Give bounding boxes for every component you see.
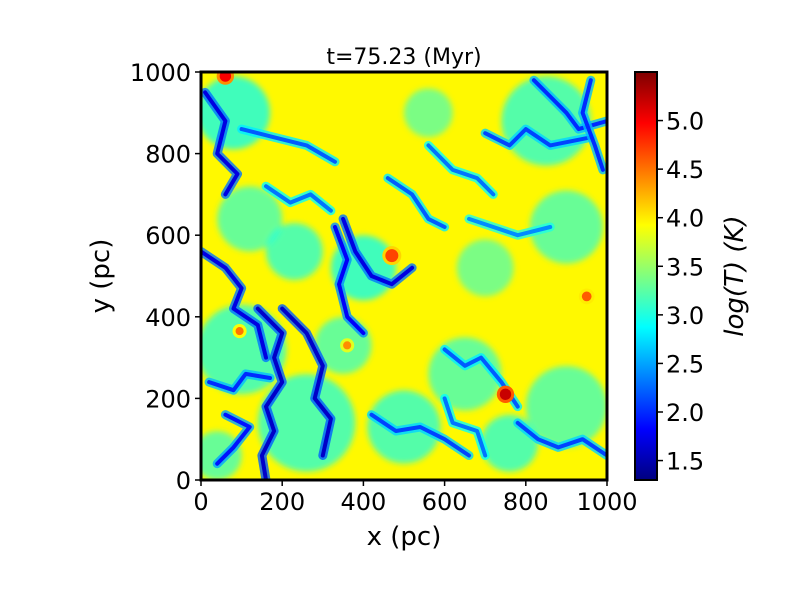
y-tick-label: 1000 (130, 59, 191, 87)
cold-filament (255, 306, 285, 480)
cold-filament (264, 184, 333, 213)
x-axis-ticks: 0 200 400 600 800 1000 (193, 480, 638, 516)
x-tick-label: 200 (259, 488, 305, 516)
colorbar-tick-label: 1.5 (666, 448, 704, 476)
colorbar-ticks: 1.5 2.0 2.5 3.0 3.5 4.0 4.5 5.0 (657, 108, 704, 476)
cold-filament (201, 249, 268, 360)
colorbar-tick-label: 3.0 (666, 302, 704, 330)
cold-filament (239, 127, 337, 164)
colorbar (634, 71, 658, 481)
cool-region (217, 186, 283, 252)
hot-spot (581, 291, 592, 302)
cool-region (265, 223, 323, 280)
cool-region (456, 239, 514, 297)
hot-spot (235, 327, 244, 336)
cool-region (481, 414, 538, 472)
y-axis-ticks: 0 200 400 600 800 1000 (130, 59, 201, 495)
cold-filament (369, 412, 471, 458)
cool-region (201, 76, 271, 150)
colorbar-tick-label: 2.0 (666, 399, 704, 427)
y-tick-label: 800 (145, 141, 191, 169)
x-tick-label: 600 (422, 488, 468, 516)
colorbar-tick-label: 5.0 (666, 108, 704, 136)
cold-filament (207, 371, 272, 393)
cold-filament (341, 216, 415, 287)
cold-filament (426, 143, 496, 197)
cold-filament (385, 176, 447, 229)
x-tick-label: 800 (503, 488, 549, 516)
colorbar-tick-label: 4.5 (666, 156, 704, 184)
colorbar-label: log(T) (K) (720, 215, 750, 336)
cool-region (257, 374, 356, 472)
colorbar-tick-label: 3.5 (666, 253, 704, 281)
heatmap-plot-area (201, 72, 607, 480)
hot-spot (219, 72, 232, 82)
colorbar-tick-label: 4.0 (666, 205, 704, 233)
hot-spots (216, 72, 595, 404)
hot-spot (343, 341, 352, 350)
cool-region (404, 88, 453, 138)
x-axis-label: x (pc) (367, 522, 442, 552)
cool-region (529, 190, 603, 264)
y-tick-label: 600 (145, 222, 191, 250)
hot-spot (385, 249, 399, 263)
cold-filament (280, 306, 333, 458)
cold-filament (580, 78, 605, 172)
cool-region (525, 365, 607, 448)
y-tick-label: 400 (145, 304, 191, 332)
x-tick-label: 0 (193, 488, 208, 516)
plot-frame (199, 70, 609, 482)
cold-filament (483, 127, 593, 148)
cold-filament (203, 90, 240, 197)
cold-filament (515, 420, 607, 458)
y-axis-label: y (pc) (86, 239, 116, 314)
y-tick-label: 0 (176, 467, 191, 495)
cool-region (201, 304, 287, 395)
colorbar-tick-label: 2.5 (666, 350, 704, 378)
cold-filament (442, 396, 488, 458)
chart-title: t=75.23 (Myr) (326, 45, 481, 70)
x-tick-label: 400 (340, 488, 386, 516)
cold-filament (333, 225, 366, 336)
hot-spot (499, 388, 512, 401)
y-tick-label: 200 (145, 385, 191, 413)
x-tick-label: 1000 (576, 488, 637, 516)
cold-filament (215, 412, 252, 466)
cold-filament (467, 216, 553, 238)
